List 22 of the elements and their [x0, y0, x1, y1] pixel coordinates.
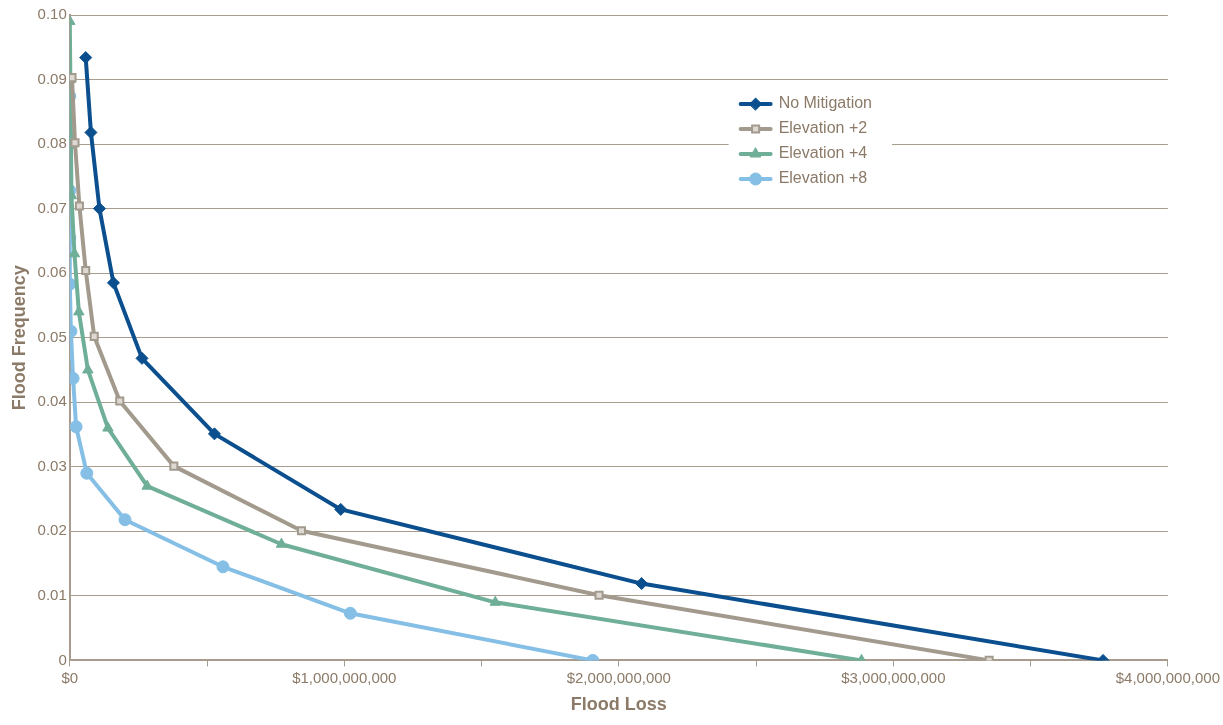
legend-label: Elevation +4: [778, 144, 868, 162]
y-tick-label: 0.08: [37, 134, 67, 152]
y-tick-label: 0.03: [37, 456, 67, 474]
y-tick-label: 0.06: [37, 263, 67, 281]
x-tick-label: $2,000,000,000: [566, 668, 671, 686]
y-tick-label: 0: [58, 650, 67, 668]
y-tick-label: 0.02: [37, 521, 67, 539]
y-tick-label: 0.09: [37, 69, 67, 87]
x-tick-label: $4,000,000,000: [1115, 668, 1221, 686]
legend-label: Elevation +2: [778, 119, 868, 137]
y-tick-label: 0.10: [37, 5, 67, 23]
y-tick-label: 0.07: [37, 198, 67, 216]
x-tick-label: $0: [61, 668, 79, 686]
legend-label: Elevation +8: [778, 169, 868, 187]
y-axis-title: Flood Frequency: [8, 265, 29, 411]
y-tick-label: 0.04: [37, 392, 67, 410]
x-tick-label: $3,000,000,000: [841, 668, 946, 686]
x-tick-label: $1,000,000,000: [292, 668, 397, 686]
x-axis-title: Flood Loss: [570, 694, 667, 715]
y-tick-label: 0.01: [37, 586, 67, 603]
legend-label: No Mitigation: [778, 94, 873, 112]
y-tick-label: 0.05: [37, 327, 67, 345]
